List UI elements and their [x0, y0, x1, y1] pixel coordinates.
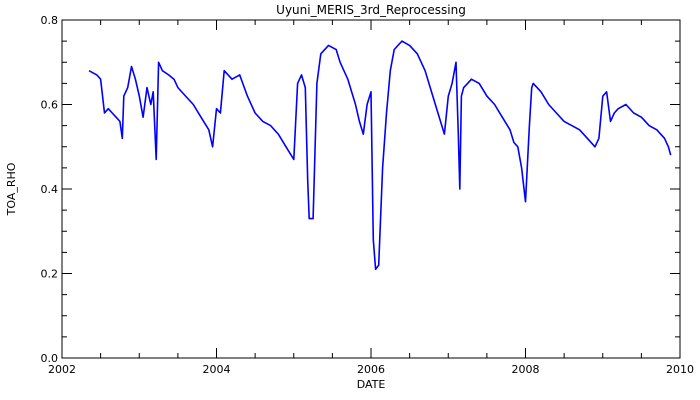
x-axis-title: DATE [357, 378, 386, 391]
x-axis-ticks: 2002 2004 2006 2008 2010 [48, 20, 694, 376]
y-tick-label: 0.6 [41, 99, 59, 112]
plot-frame [61, 19, 681, 359]
series-line [88, 40, 672, 271]
y-tick-label: 0.8 [41, 14, 59, 27]
y-tick-label: 0.0 [41, 352, 59, 365]
series-layer [88, 40, 672, 271]
x-tick-label: 2004 [203, 363, 231, 376]
x-tick-label: 2010 [666, 363, 694, 376]
x-tick-label: 2002 [48, 363, 76, 376]
chart-title: Uyuni_MERIS_3rd_Reprocessing [276, 3, 466, 17]
y-axis-title: TOA_RHO [5, 162, 18, 216]
y-tick-label: 0.4 [41, 183, 59, 196]
y-axis-ticks: 0.0 0.2 0.4 0.6 0.8 [41, 14, 680, 365]
x-tick-label: 2008 [512, 363, 540, 376]
y-tick-label: 0.2 [41, 268, 59, 281]
x-tick-label: 2006 [357, 363, 385, 376]
